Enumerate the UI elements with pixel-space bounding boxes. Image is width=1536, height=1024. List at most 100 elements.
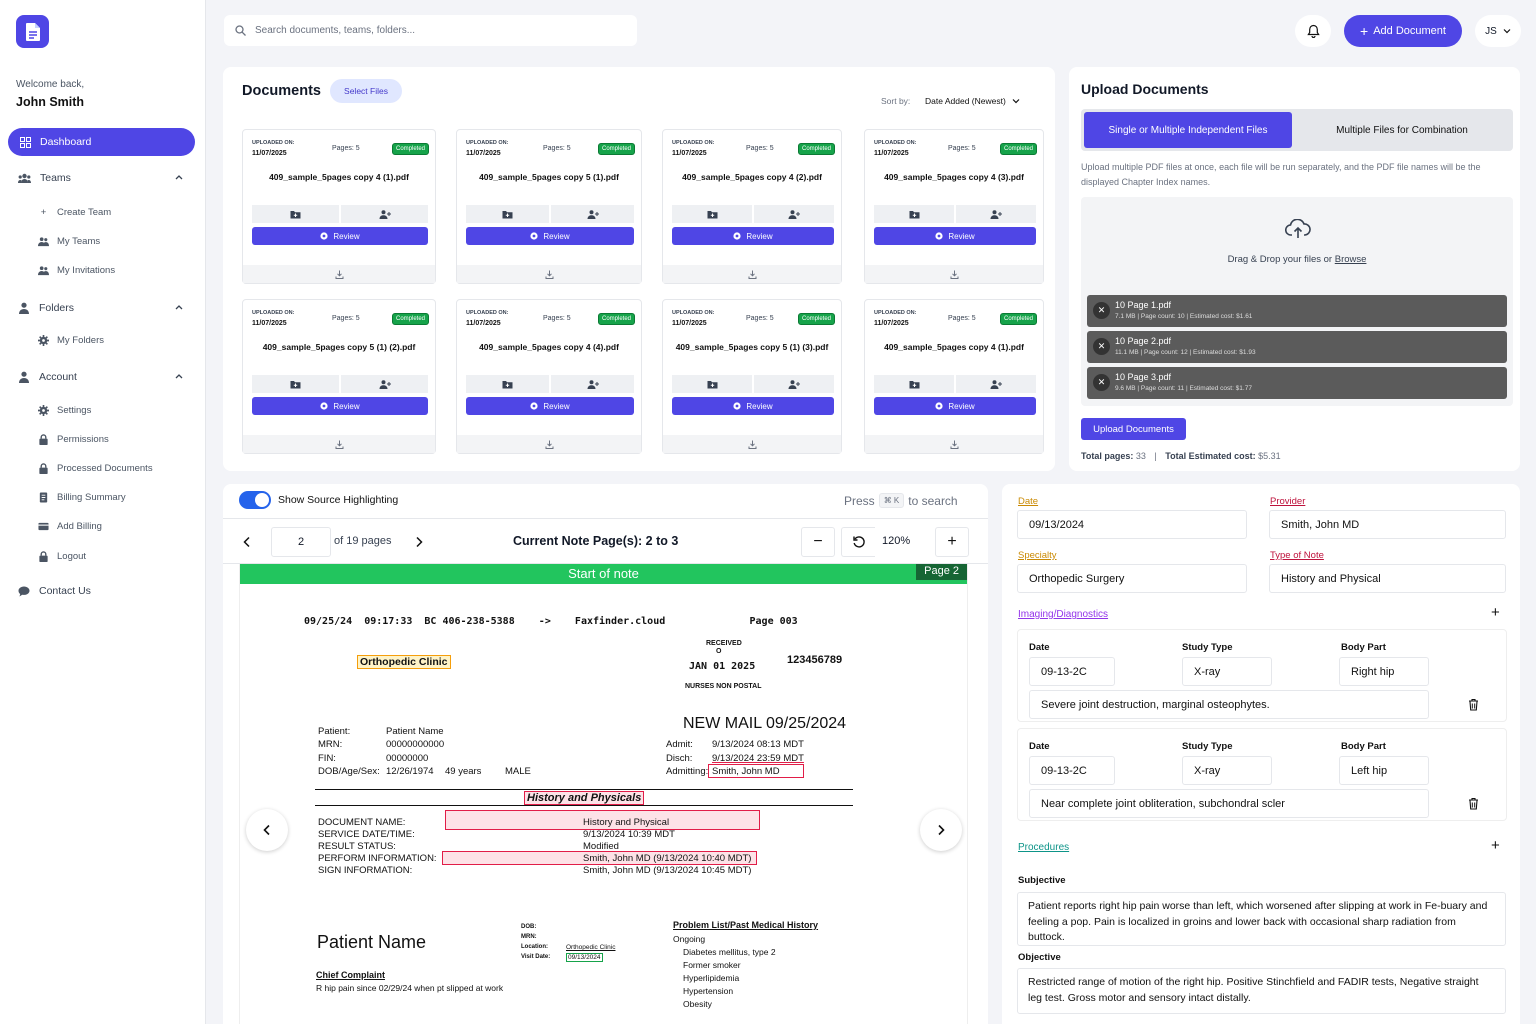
chevron-left-icon[interactable] bbox=[242, 536, 252, 548]
browse-link[interactable]: Browse bbox=[1334, 254, 1367, 265]
move-to-folder-button[interactable] bbox=[466, 375, 549, 393]
share-user-button[interactable] bbox=[341, 375, 428, 393]
sidebar-item-permissions[interactable]: Permissions bbox=[38, 434, 109, 445]
document-card[interactable]: UPLOADED ON: 11/07/2025 Pages: 5 Completed 4… bbox=[456, 129, 642, 284]
sidebar-item-contact-us[interactable]: Contact Us bbox=[18, 585, 188, 597]
notifications-button[interactable] bbox=[1295, 15, 1331, 47]
clinic-name-highlight[interactable]: Orthopedic Clinic bbox=[357, 655, 451, 669]
sidebar-item-my-folders[interactable]: My Folders bbox=[38, 335, 104, 346]
perform-info-highlight[interactable] bbox=[442, 851, 757, 865]
objective-textarea[interactable]: Restricted range of motion of the right … bbox=[1017, 968, 1506, 1014]
reset-zoom-button[interactable] bbox=[841, 527, 875, 557]
sidebar-item-create-team[interactable]: + Create Team bbox=[38, 207, 112, 218]
admitting-highlight[interactable]: Smith, John MD bbox=[708, 764, 804, 778]
sidebar-item-logout[interactable]: Logout bbox=[38, 551, 86, 562]
drop-zone[interactable]: Drag & Drop your files or Browse ✕ 10 Pag… bbox=[1081, 197, 1513, 406]
imaging-date-input[interactable]: 09-13-2C bbox=[1029, 756, 1115, 785]
user-menu-button[interactable]: JS bbox=[1475, 15, 1521, 47]
tab-single-files[interactable]: Single or Multiple Independent Files bbox=[1084, 112, 1292, 148]
download-button[interactable] bbox=[457, 435, 641, 453]
document-card[interactable]: UPLOADED ON: 11/07/2025 Pages: 5 Completed 4… bbox=[242, 129, 436, 284]
delete-imaging-button[interactable] bbox=[1468, 797, 1479, 815]
document-card[interactable]: UPLOADED ON: 11/07/2025 Pages: 5 Completed 4… bbox=[456, 299, 642, 454]
share-user-button[interactable] bbox=[754, 205, 834, 223]
search-input[interactable]: Search documents, teams, folders... bbox=[224, 15, 637, 46]
review-button[interactable]: Review bbox=[466, 227, 634, 245]
download-button[interactable] bbox=[663, 265, 841, 283]
sidebar-item-billing-summary[interactable]: Billing Summary bbox=[38, 492, 126, 503]
remove-file-button[interactable]: ✕ bbox=[1093, 302, 1110, 319]
download-button[interactable] bbox=[457, 265, 641, 283]
review-button[interactable]: Review bbox=[252, 397, 428, 415]
page-number-input[interactable]: 2 bbox=[271, 527, 331, 557]
add-document-button[interactable]: + Add Document bbox=[1344, 15, 1462, 47]
share-user-button[interactable] bbox=[551, 205, 634, 223]
imaging-finding-input[interactable]: Near complete joint obliteration, subcho… bbox=[1029, 789, 1429, 818]
sidebar-item-teams[interactable]: Teams bbox=[18, 172, 188, 184]
sidebar-item-add-billing[interactable]: Add Billing bbox=[38, 521, 102, 532]
review-button[interactable]: Review bbox=[252, 227, 428, 245]
tab-combination[interactable]: Multiple Files for Combination bbox=[1336, 124, 1468, 136]
imaging-study-input[interactable]: X-ray bbox=[1182, 657, 1272, 686]
download-button[interactable] bbox=[243, 265, 435, 283]
document-name-highlight[interactable] bbox=[445, 810, 760, 830]
move-to-folder-button[interactable] bbox=[672, 375, 752, 393]
review-button[interactable]: Review bbox=[672, 397, 834, 415]
download-button[interactable] bbox=[865, 435, 1043, 453]
document-card[interactable]: UPLOADED ON: 11/07/2025 Pages: 5 Completed 4… bbox=[662, 299, 842, 454]
app-logo[interactable] bbox=[16, 15, 49, 48]
share-user-button[interactable] bbox=[956, 375, 1036, 393]
subjective-textarea[interactable]: Patient reports right hip pain worse tha… bbox=[1017, 892, 1506, 946]
sidebar-item-dashboard[interactable]: Dashboard bbox=[8, 128, 195, 156]
share-user-button[interactable] bbox=[341, 205, 428, 223]
share-user-button[interactable] bbox=[956, 205, 1036, 223]
move-to-folder-button[interactable] bbox=[672, 205, 752, 223]
next-page-button[interactable] bbox=[920, 809, 962, 851]
select-files-button[interactable]: Select Files bbox=[330, 79, 402, 103]
sidebar-item-account[interactable]: Account bbox=[18, 371, 188, 383]
move-to-folder-button[interactable] bbox=[252, 205, 339, 223]
imaging-body-input[interactable]: Left hip bbox=[1339, 756, 1429, 785]
sidebar-item-my-invitations[interactable]: My Invitations bbox=[38, 265, 115, 276]
document-card[interactable]: UPLOADED ON: 11/07/2025 Pages: 5 Completed 4… bbox=[242, 299, 436, 454]
upload-documents-button[interactable]: Upload Documents bbox=[1081, 418, 1186, 440]
specialty-input[interactable]: Orthopedic Surgery bbox=[1017, 564, 1247, 593]
source-highlighting-toggle[interactable] bbox=[239, 491, 271, 509]
add-imaging-button[interactable]: + bbox=[1491, 604, 1500, 621]
download-button[interactable] bbox=[243, 435, 435, 453]
review-button[interactable]: Review bbox=[672, 227, 834, 245]
sidebar-item-processed-documents[interactable]: Processed Documents bbox=[38, 463, 153, 474]
imaging-body-input[interactable]: Right hip bbox=[1339, 657, 1429, 686]
share-user-button[interactable] bbox=[551, 375, 634, 393]
document-card[interactable]: UPLOADED ON: 11/07/2025 Pages: 5 Completed 4… bbox=[662, 129, 842, 284]
type-of-note-input[interactable]: History and Physical bbox=[1269, 564, 1506, 593]
date-input[interactable]: 09/13/2024 bbox=[1017, 510, 1247, 539]
move-to-folder-button[interactable] bbox=[466, 205, 549, 223]
sidebar-item-settings[interactable]: Settings bbox=[38, 405, 91, 416]
delete-imaging-button[interactable] bbox=[1468, 698, 1479, 716]
move-to-folder-button[interactable] bbox=[252, 375, 339, 393]
move-to-folder-button[interactable] bbox=[874, 205, 954, 223]
imaging-date-input[interactable]: 09-13-2C bbox=[1029, 657, 1115, 686]
review-button[interactable]: Review bbox=[466, 397, 634, 415]
review-button[interactable]: Review bbox=[874, 227, 1036, 245]
document-card[interactable]: UPLOADED ON: 11/07/2025 Pages: 5 Completed 4… bbox=[864, 299, 1044, 454]
visit-date-highlight[interactable]: 09/13/2024 bbox=[566, 953, 603, 962]
review-button[interactable]: Review bbox=[874, 397, 1036, 415]
zoom-in-button[interactable]: + bbox=[935, 527, 969, 557]
sidebar-item-my-teams[interactable]: My Teams bbox=[38, 236, 100, 247]
provider-input[interactable]: Smith, John MD bbox=[1269, 510, 1506, 539]
previous-page-button[interactable] bbox=[246, 809, 288, 851]
add-procedure-button[interactable]: + bbox=[1491, 837, 1500, 854]
sidebar-item-folders[interactable]: Folders bbox=[18, 302, 188, 314]
move-to-folder-button[interactable] bbox=[874, 375, 954, 393]
hp-title-highlight[interactable]: History and Physicals bbox=[524, 791, 645, 805]
imaging-study-input[interactable]: X-ray bbox=[1182, 756, 1272, 785]
chevron-right-icon[interactable] bbox=[414, 536, 424, 548]
remove-file-button[interactable]: ✕ bbox=[1093, 374, 1110, 391]
download-button[interactable] bbox=[865, 265, 1043, 283]
imaging-finding-input[interactable]: Severe joint destruction, marginal osteo… bbox=[1029, 690, 1429, 719]
document-card[interactable]: UPLOADED ON: 11/07/2025 Pages: 5 Completed 4… bbox=[864, 129, 1044, 284]
share-user-button[interactable] bbox=[754, 375, 834, 393]
remove-file-button[interactable]: ✕ bbox=[1093, 338, 1110, 355]
